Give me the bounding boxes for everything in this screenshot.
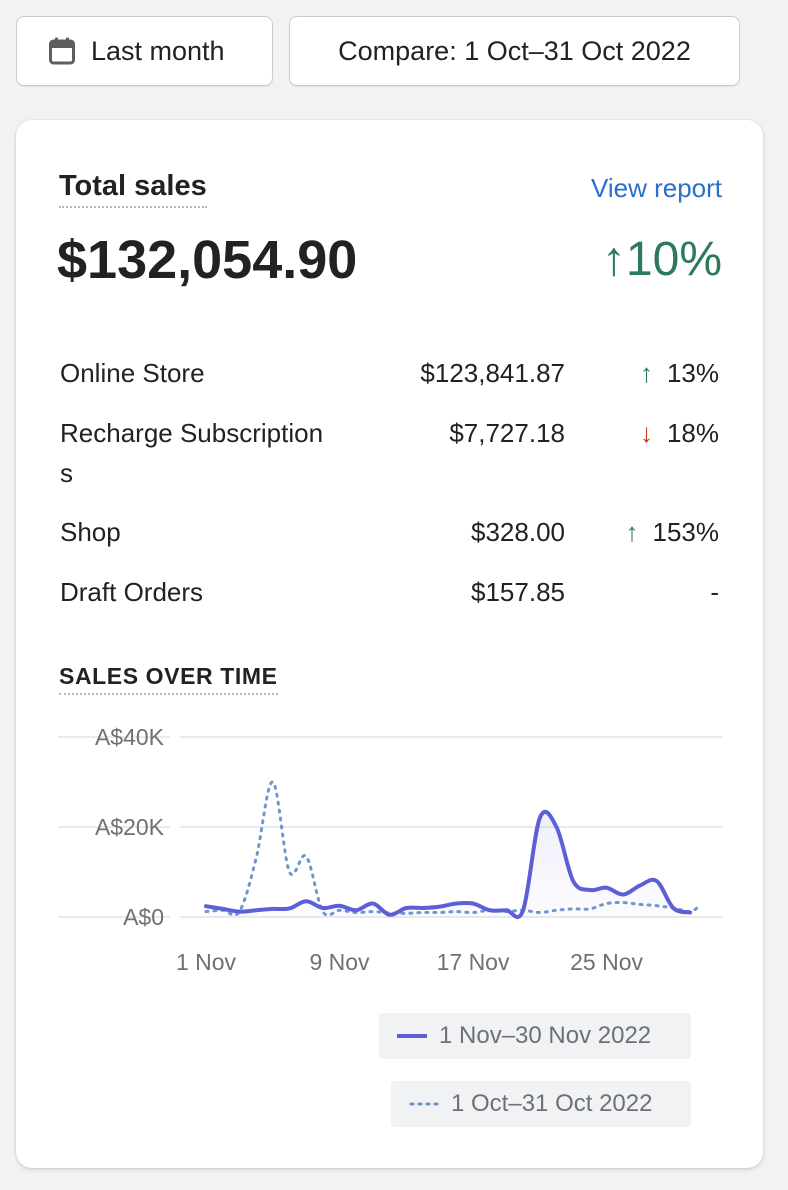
dotted-line-swatch xyxy=(409,1102,439,1106)
channel-label-online-store: Online Store xyxy=(60,358,205,388)
x-tick-label: 17 Nov xyxy=(437,949,510,975)
view-report-link[interactable]: View report xyxy=(590,173,722,203)
arrow-down-icon: ↓ xyxy=(639,418,653,448)
date-range-label: Last month xyxy=(91,35,225,66)
x-tick-label: 9 Nov xyxy=(309,949,370,975)
sales-over-time-title[interactable]: SALES OVER TIME xyxy=(59,661,278,695)
x-tick-label: 25 Nov xyxy=(570,949,643,975)
channel-change-value: 13% xyxy=(666,358,719,388)
current-period-line xyxy=(204,809,692,919)
total-sales-value: $132,054.90 xyxy=(57,230,358,290)
channel-change-value: 18% xyxy=(666,418,719,448)
channel-label-recharge: Recharge Subscriptions xyxy=(60,418,324,488)
y-tick-mask xyxy=(170,906,180,928)
arrow-up-icon: ↑ xyxy=(625,517,639,547)
legend-label: 1 Nov–30 Nov 2022 xyxy=(439,1022,652,1049)
legend-label: 1 Oct–31 Oct 2022 xyxy=(451,1090,653,1117)
channel-label-shop: Shop xyxy=(60,517,121,547)
channel-value-recharge: $7,727.18 xyxy=(449,418,565,448)
channel-change-online-store: ↑ 13% xyxy=(640,353,719,393)
channel-change-value: 153% xyxy=(652,517,720,547)
legend-current-period[interactable]: 1 Nov–30 Nov 2022 xyxy=(379,1013,691,1059)
previous-period-line xyxy=(204,780,700,917)
y-tick-label: A$40K xyxy=(95,724,165,750)
channel-change-recharge: ↓ 18% xyxy=(640,413,719,453)
total-sales-change: ↑10% xyxy=(601,233,722,286)
solid-line-swatch xyxy=(397,1034,427,1038)
channel-change-shop: ↑ 153% xyxy=(626,512,720,552)
y-tick-mask xyxy=(170,726,180,748)
compare-button[interactable]: Compare: 1 Oct–31 Oct 2022 xyxy=(289,16,740,86)
calendar-icon xyxy=(49,37,75,65)
compare-label: Compare: 1 Oct–31 Oct 2022 xyxy=(338,35,691,66)
card-title[interactable]: Total sales xyxy=(59,168,207,208)
current-period-area xyxy=(206,811,690,918)
y-tick-label: A$20K xyxy=(95,814,165,840)
y-tick-label: A$0 xyxy=(123,904,164,930)
arrow-up-icon: ↑ xyxy=(639,358,653,388)
channel-change-draft-orders: - xyxy=(710,577,719,607)
channel-value-online-store: $123,841.87 xyxy=(420,358,565,388)
channel-label-draft-orders: Draft Orders xyxy=(60,577,204,607)
y-tick-mask xyxy=(170,816,180,838)
sales-over-time-chart: A$40K A$20K A$0 1 Nov 9 Nov 17 Nov 25 Nov xyxy=(58,724,723,975)
legend-previous-period[interactable]: 1 Oct–31 Oct 2022 xyxy=(391,1081,691,1127)
total-sales-card: Total sales View report $132,054.90 ↑10%… xyxy=(16,120,763,1168)
x-tick-label: 1 Nov xyxy=(176,949,237,975)
channel-value-shop: $328.00 xyxy=(471,517,565,547)
channel-value-draft-orders: $157.85 xyxy=(471,577,565,607)
date-range-button[interactable]: Last month xyxy=(16,16,273,86)
